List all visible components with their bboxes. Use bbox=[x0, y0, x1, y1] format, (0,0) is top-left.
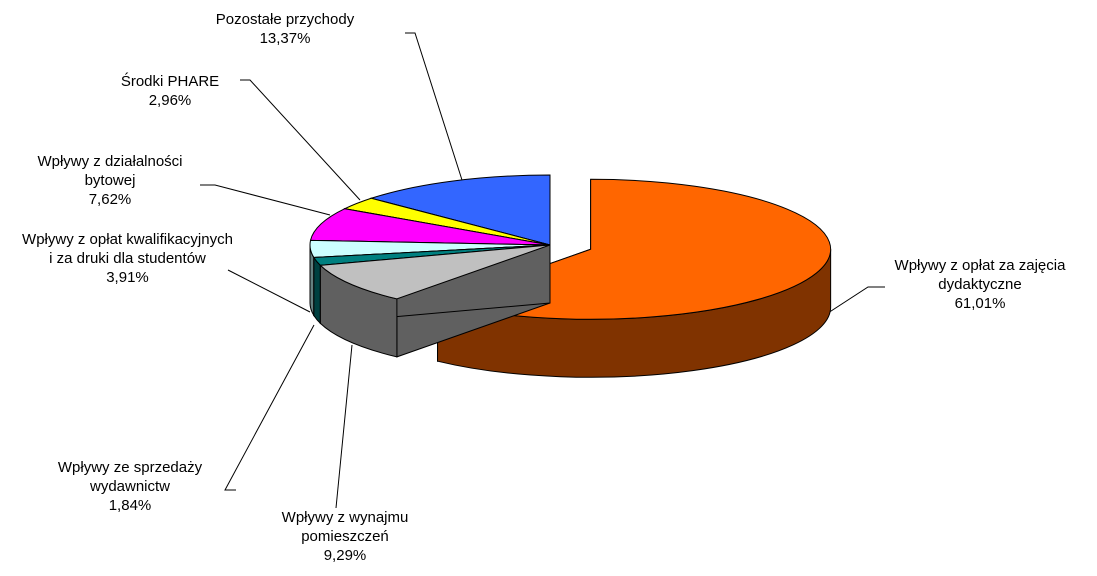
value-label: 2,96% bbox=[148, 92, 192, 109]
slice-label: Wpływy ze sprzedaży wydawnictw 1,84% bbox=[30, 458, 230, 515]
slice bbox=[319, 244, 551, 300]
slice bbox=[309, 208, 551, 246]
category-label: Środki PHARE bbox=[120, 73, 220, 90]
slice-label: Wpływy z opłat za zajęcia dydaktyczne 61,… bbox=[870, 256, 1090, 313]
value-label: 9,29% bbox=[323, 547, 367, 564]
slice-label: Środki PHARE 2,96% bbox=[100, 72, 240, 110]
category-label: Wpływy z opłat za zajęcia dydaktyczne bbox=[894, 257, 1066, 293]
category-label: Wpływy z wynajmu pomieszczeń bbox=[281, 509, 409, 545]
value-label: 1,84% bbox=[108, 497, 152, 514]
category-label: Wpływy z działalności bytowej bbox=[37, 153, 183, 189]
leader-lines bbox=[200, 32, 885, 509]
slice-label: Wpływy z działalności bytowej 7,62% bbox=[10, 152, 210, 209]
category-label: Wpływy z opłat kwalifikacyjnych i za dru… bbox=[22, 231, 233, 267]
slice-label: Wpływy z opłat kwalifikacyjnych i za dru… bbox=[20, 230, 235, 287]
leader-line bbox=[405, 32, 463, 181]
leader-line bbox=[335, 344, 353, 509]
leader-line bbox=[224, 324, 315, 491]
leader-line bbox=[240, 79, 361, 201]
slice bbox=[369, 174, 551, 246]
category-label: Wpływy ze sprzedaży wydawnictw bbox=[57, 459, 203, 495]
pie bbox=[309, 174, 832, 378]
category-label: Pozostałe przychody bbox=[215, 11, 355, 28]
value-label: 7,62% bbox=[88, 191, 132, 208]
value-label: 13,37% bbox=[259, 30, 311, 47]
slice-side bbox=[313, 255, 321, 325]
value-label: 61,01% bbox=[954, 295, 1006, 312]
value-label: 3,91% bbox=[106, 269, 149, 286]
leader-line bbox=[227, 269, 311, 313]
slice-label: Pozostałe przychody 13,37% bbox=[205, 10, 365, 48]
slice-label: Wpływy z wynajmu pomieszczeń 9,29% bbox=[245, 508, 445, 565]
leader-line bbox=[200, 184, 331, 216]
